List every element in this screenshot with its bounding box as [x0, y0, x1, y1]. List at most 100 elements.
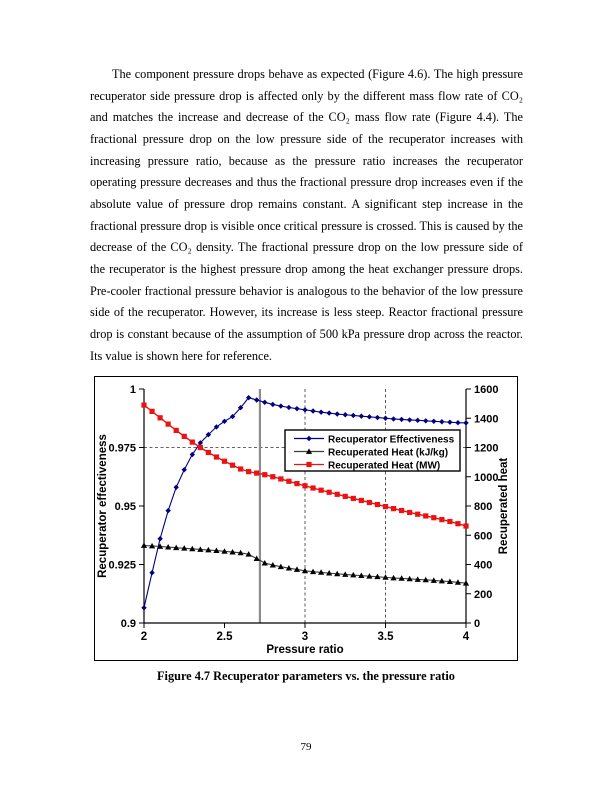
square-marker [399, 507, 405, 514]
legend-label: Recuperated Heat (kJ/kg) [328, 447, 448, 458]
square-marker [302, 483, 308, 489]
y-right-tick-label: 1200 [474, 443, 498, 455]
square-marker [141, 402, 147, 408]
x-tick-label: 2.5 [217, 631, 234, 643]
triangle-marker [318, 569, 325, 575]
diamond-marker [423, 418, 429, 424]
diamond-marker [189, 451, 195, 458]
triangle-marker [390, 574, 397, 581]
square-marker [294, 481, 300, 487]
triangle-marker [342, 571, 349, 577]
square-marker [439, 517, 445, 523]
y-right-axis-title: Recuperated heat [498, 458, 510, 555]
diamond-marker [463, 420, 469, 426]
triangle-marker [374, 573, 381, 580]
square-marker [310, 485, 316, 491]
series-recuperated-heat-mw- [141, 402, 469, 529]
diamond-marker [302, 407, 308, 413]
triangle-marker [293, 566, 301, 572]
triangle-marker [398, 575, 405, 581]
triangle-marker [237, 549, 244, 556]
diamond-marker [358, 413, 365, 419]
diamond-marker [254, 397, 260, 403]
triangle-marker [406, 575, 413, 582]
triangle-marker [205, 546, 212, 553]
triangle-marker [165, 543, 172, 550]
triangle-marker [277, 563, 284, 570]
diamond-marker [334, 411, 340, 417]
square-marker [415, 511, 421, 517]
triangle-marker [269, 561, 276, 568]
page-number: 79 [300, 741, 312, 753]
triangle-marker [326, 570, 333, 576]
square-marker [229, 462, 236, 468]
y-left-tick-label: 0.975 [108, 443, 136, 455]
diamond-marker [415, 417, 421, 424]
legend-label: Recuperated Heat (MW) [328, 460, 440, 471]
y-right-tick-label: 200 [474, 589, 492, 601]
diamond-marker [306, 435, 312, 442]
diamond-marker [366, 414, 373, 420]
triangle-marker [173, 544, 180, 551]
square-marker [374, 501, 381, 508]
diamond-marker [173, 484, 179, 490]
square-marker [173, 427, 179, 433]
triangle-marker [157, 543, 164, 549]
diamond-marker [197, 440, 204, 446]
triangle-marker [140, 542, 148, 548]
diamond-marker [406, 417, 413, 423]
legend-label: Recuperator Effectiveness [328, 434, 455, 445]
diamond-marker [310, 408, 316, 414]
square-marker [382, 503, 389, 510]
square-marker [447, 518, 453, 525]
diamond-marker [149, 569, 155, 576]
square-marker [431, 515, 437, 521]
square-marker [165, 421, 171, 427]
square-marker [423, 513, 429, 519]
diamond-marker [382, 415, 389, 421]
square-marker [286, 478, 292, 484]
diamond-marker [294, 405, 300, 412]
triangle-marker [301, 567, 309, 574]
square-marker [270, 474, 276, 480]
diamond-marker [237, 405, 244, 411]
square-marker [342, 493, 348, 499]
x-axis-title: Pressure ratio [266, 644, 343, 656]
triangle-marker [414, 576, 421, 582]
square-marker [455, 521, 461, 527]
square-marker [407, 509, 413, 516]
triangle-marker [382, 574, 389, 580]
triangle-marker [422, 576, 429, 583]
y-right-tick-label: 600 [474, 530, 492, 542]
diamond-marker [350, 412, 356, 419]
y-right-tick-label: 400 [474, 560, 492, 572]
figure-caption: Figure 4.7 Recuperator parameters vs. th… [157, 669, 455, 683]
triangle-marker [305, 448, 313, 454]
triangle-marker [181, 545, 188, 551]
triangle-marker [438, 577, 445, 584]
triangle-marker [253, 555, 260, 562]
square-marker [246, 469, 252, 475]
y-left-tick-label: 0.9 [121, 618, 136, 630]
triangle-marker [358, 572, 365, 579]
square-marker [318, 487, 324, 493]
x-tick-label: 3 [302, 631, 308, 643]
diamond-marker [213, 424, 220, 430]
diamond-marker [326, 410, 332, 416]
square-marker [350, 495, 356, 501]
diamond-marker [165, 507, 171, 514]
diamond-marker [342, 412, 348, 418]
y-right-tick-label: 800 [474, 501, 492, 513]
square-marker [197, 444, 203, 451]
square-marker [181, 433, 187, 439]
y-left-tick-label: 1 [130, 384, 136, 396]
square-marker [334, 491, 340, 497]
figure-4-7: 0.9 0.925 0.95 0.975 1 0 200 400 600 800 1000 1200 1… [94, 376, 518, 661]
triangle-marker [197, 546, 204, 552]
diamond-marker [205, 431, 212, 438]
diamond-marker [447, 419, 453, 425]
triangle-marker [221, 548, 228, 554]
triangle-marker [366, 573, 373, 579]
square-marker [254, 470, 260, 476]
